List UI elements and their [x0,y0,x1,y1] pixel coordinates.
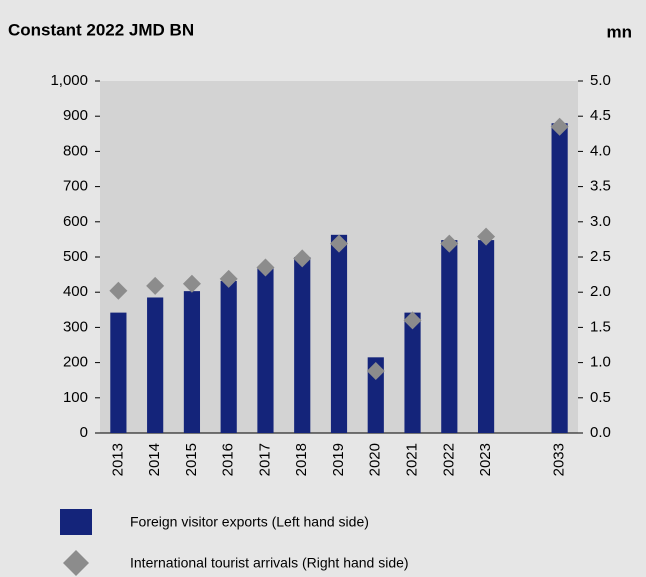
x-tick-label: 2019 [330,443,347,476]
legend-label: International tourist arrivals (Right ha… [130,555,409,571]
diamond-marker [182,274,201,293]
y-tick-label: 300 [63,318,88,335]
x-tick-label: 2017 [256,443,273,476]
bar [551,123,568,434]
bar [220,280,237,433]
y2-tick-label: 1.0 [590,354,611,371]
bar [147,297,164,433]
x-tick-label: 2014 [146,443,163,476]
chart-title: Constant 2022 JMD BN [8,20,194,39]
bar [477,240,495,433]
diamond-marker [219,269,238,288]
legend-label: Foreign visitor exports (Left hand side) [130,514,369,530]
y-tick-label: 0 [80,424,88,441]
y2-tick-label: 3.5 [590,178,611,195]
y-tick-label: 600 [63,213,88,230]
y2-tick-label: 1.5 [590,318,611,335]
y-tick-label: 400 [63,283,88,300]
y2-tick-label: 4.5 [590,107,611,124]
bar [441,240,458,433]
legend-marker [60,509,92,535]
diamond-marker [109,281,128,300]
diamond-marker [550,117,569,136]
diamond-marker [403,311,422,330]
x-tick-label: 2018 [293,443,310,476]
x-tick-label: 2033 [551,443,568,476]
diamond-marker [146,276,165,295]
x-tick-label: 2015 [183,443,200,476]
y-tick-label: 800 [63,142,88,159]
y2-tick-label: 0.5 [590,389,611,406]
legend-marker [63,550,89,576]
y2-tick-label: 2.0 [590,283,611,300]
diamond-marker [330,234,348,253]
y2-tick-label: 3.0 [590,213,611,230]
y2-tick-label: 4.0 [590,142,611,159]
y2-tick-label: 0.0 [590,424,611,441]
y2-tick-label: 2.5 [590,248,611,265]
y-tick-label: 700 [63,178,88,195]
diamond-marker [477,227,496,246]
bar [294,257,311,433]
y-tick-label: 900 [63,107,88,124]
bar [404,312,421,433]
bar [110,312,127,433]
x-tick-label: 2020 [367,443,384,476]
diamond-marker [256,258,275,277]
bar [183,291,201,433]
y-tick-label: 1,000 [50,72,88,89]
diamond-marker [440,234,459,253]
y-tick-label: 500 [63,248,88,265]
y2-axis-label: mn [607,22,633,41]
diamond-marker [293,249,312,268]
bar [257,268,274,433]
diamond-marker [366,362,385,381]
bar [330,234,348,433]
x-tick-label: 2016 [220,443,237,476]
x-tick-label: 2023 [477,443,494,476]
x-tick-label: 2021 [404,443,421,476]
y-tick-label: 100 [63,389,88,406]
bar [367,357,384,433]
y2-tick-label: 5.0 [590,72,611,89]
x-tick-label: 2022 [440,443,457,476]
x-tick-label: 2013 [109,443,126,476]
y-tick-label: 200 [63,354,88,371]
